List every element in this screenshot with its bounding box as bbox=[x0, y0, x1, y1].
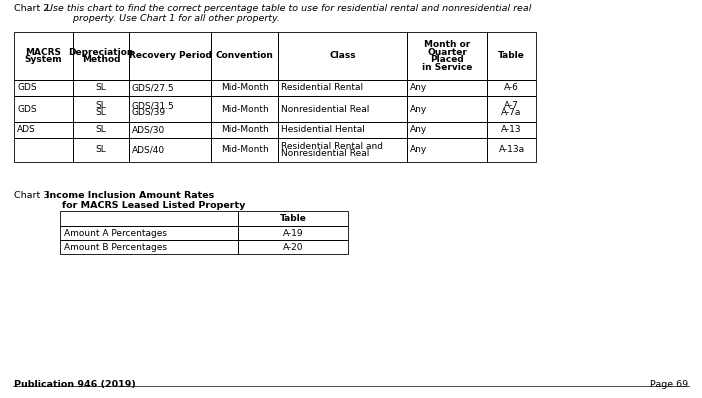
Bar bbox=[487, 80, 536, 96]
Bar bbox=[60, 226, 238, 240]
Text: Amount B Percentages: Amount B Percentages bbox=[64, 242, 167, 252]
Text: A-7: A-7 bbox=[504, 101, 519, 110]
Text: Month or: Month or bbox=[424, 40, 470, 49]
Bar bbox=[407, 96, 487, 122]
Text: SL: SL bbox=[95, 108, 107, 117]
Text: Any: Any bbox=[410, 84, 428, 92]
Text: SL: SL bbox=[95, 101, 107, 110]
Bar bbox=[238, 226, 348, 240]
Text: Nonresidential Real: Nonresidential Real bbox=[281, 149, 369, 158]
Text: Mid-Month: Mid-Month bbox=[220, 125, 268, 135]
Text: Residential Rental and: Residential Rental and bbox=[281, 142, 383, 151]
Bar bbox=[73, 138, 129, 162]
Bar bbox=[60, 211, 238, 226]
Bar bbox=[73, 96, 129, 122]
Bar bbox=[407, 32, 487, 80]
Text: GDS: GDS bbox=[17, 105, 37, 113]
Text: SL: SL bbox=[95, 84, 107, 92]
Text: Income Inclusion Amount Rates: Income Inclusion Amount Rates bbox=[46, 191, 214, 200]
Bar bbox=[407, 80, 487, 96]
Text: Mid-Month: Mid-Month bbox=[220, 105, 268, 113]
Bar bbox=[487, 138, 536, 162]
Bar bbox=[407, 138, 487, 162]
Bar bbox=[211, 80, 278, 96]
Bar bbox=[14, 122, 73, 138]
Text: Quarter: Quarter bbox=[427, 48, 467, 57]
Text: Mid-Month: Mid-Month bbox=[220, 146, 268, 154]
Bar bbox=[278, 80, 407, 96]
Text: A-7a: A-7a bbox=[501, 108, 522, 117]
Text: A-13: A-13 bbox=[501, 125, 522, 135]
Text: SL: SL bbox=[95, 125, 107, 135]
Text: A-19: A-19 bbox=[283, 228, 303, 238]
Text: Chart 2.: Chart 2. bbox=[14, 4, 52, 13]
Text: A-20: A-20 bbox=[283, 242, 303, 252]
Text: Hesidential Hental: Hesidential Hental bbox=[281, 125, 365, 135]
Text: Page 69: Page 69 bbox=[650, 380, 688, 389]
Bar bbox=[278, 138, 407, 162]
Text: Placed: Placed bbox=[430, 55, 464, 64]
Bar bbox=[407, 122, 487, 138]
Text: System: System bbox=[25, 55, 62, 64]
Bar bbox=[487, 32, 536, 80]
Text: in Service: in Service bbox=[422, 63, 472, 72]
Text: Any: Any bbox=[410, 146, 428, 154]
Bar bbox=[129, 138, 211, 162]
Bar bbox=[14, 138, 73, 162]
Bar bbox=[211, 122, 278, 138]
Text: Table: Table bbox=[279, 214, 307, 223]
Bar bbox=[487, 122, 536, 138]
Bar bbox=[278, 122, 407, 138]
Text: GDS/27.5: GDS/27.5 bbox=[132, 84, 175, 92]
Text: ADS/40: ADS/40 bbox=[132, 146, 165, 154]
Bar bbox=[487, 96, 536, 122]
Bar bbox=[14, 32, 73, 80]
Text: Method: Method bbox=[81, 55, 120, 64]
Bar bbox=[14, 96, 73, 122]
Bar bbox=[14, 80, 73, 96]
Bar bbox=[129, 122, 211, 138]
Text: Depreciation: Depreciation bbox=[68, 48, 133, 57]
Bar bbox=[211, 138, 278, 162]
Text: GDS/39: GDS/39 bbox=[132, 108, 166, 117]
Text: Use this chart to find the correct percentage table to use for residential renta: Use this chart to find the correct perce… bbox=[46, 4, 531, 23]
Text: GDS/31.5: GDS/31.5 bbox=[132, 101, 175, 110]
Bar bbox=[278, 96, 407, 122]
Text: Class: Class bbox=[329, 51, 356, 60]
Bar bbox=[60, 240, 238, 254]
Bar bbox=[73, 32, 129, 80]
Text: A-6: A-6 bbox=[504, 84, 519, 92]
Text: Publication 946 (2019): Publication 946 (2019) bbox=[14, 380, 136, 389]
Text: Convention: Convention bbox=[216, 51, 274, 60]
Text: Residential Rental: Residential Rental bbox=[281, 84, 363, 92]
Bar bbox=[73, 80, 129, 96]
Text: Mid-Month: Mid-Month bbox=[220, 84, 268, 92]
Text: Recovery Period: Recovery Period bbox=[128, 51, 211, 60]
Text: Table: Table bbox=[498, 51, 525, 60]
Bar bbox=[211, 96, 278, 122]
Text: Any: Any bbox=[410, 125, 428, 135]
Bar bbox=[129, 32, 211, 80]
Text: Any: Any bbox=[410, 105, 428, 113]
Bar bbox=[238, 211, 348, 226]
Text: A-13a: A-13a bbox=[498, 146, 524, 154]
Text: Nonresidential Real: Nonresidential Real bbox=[281, 105, 369, 113]
Text: for MACRS Leased Listed Property: for MACRS Leased Listed Property bbox=[62, 201, 246, 210]
Bar bbox=[129, 96, 211, 122]
Text: SL: SL bbox=[95, 146, 107, 154]
Text: Amount A Percentages: Amount A Percentages bbox=[64, 228, 167, 238]
Bar bbox=[278, 32, 407, 80]
Text: Chart 3.: Chart 3. bbox=[14, 191, 53, 200]
Text: MACRS: MACRS bbox=[25, 48, 62, 57]
Text: GDS: GDS bbox=[17, 84, 37, 92]
Text: ADS/30: ADS/30 bbox=[132, 125, 165, 135]
Text: ADS: ADS bbox=[17, 125, 36, 135]
Bar bbox=[211, 32, 278, 80]
Bar bbox=[238, 240, 348, 254]
Bar bbox=[73, 122, 129, 138]
Bar bbox=[129, 80, 211, 96]
